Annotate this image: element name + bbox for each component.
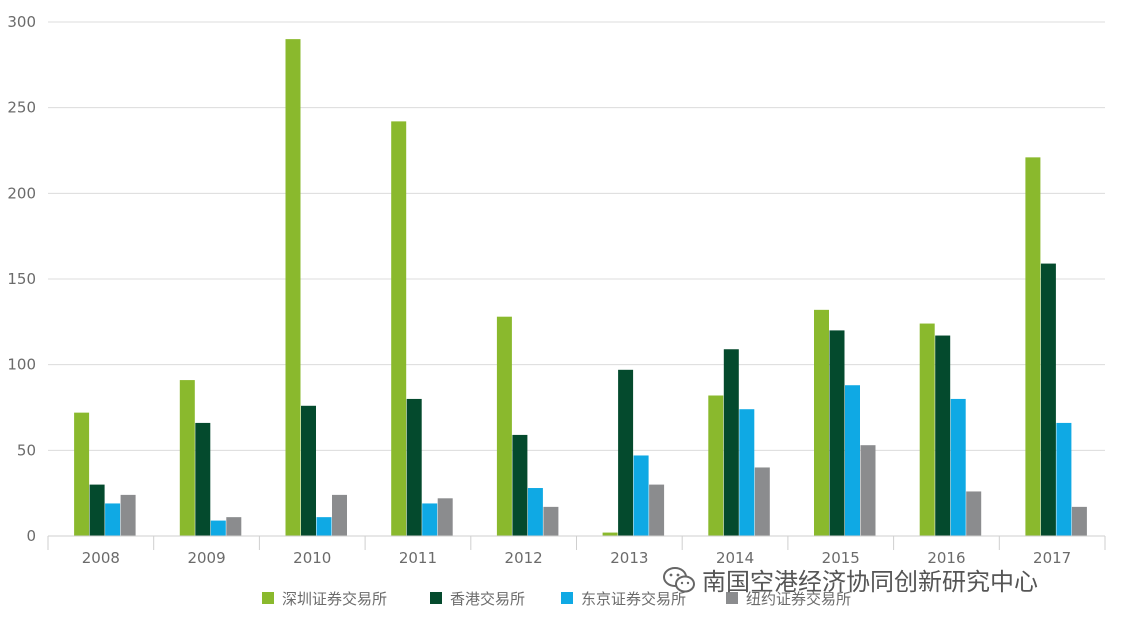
bar bbox=[316, 517, 332, 536]
bar bbox=[814, 309, 829, 536]
bars bbox=[74, 39, 1087, 537]
x-tick-label: 2013 bbox=[610, 549, 648, 567]
bar bbox=[406, 398, 422, 536]
x-tick-label: 2009 bbox=[187, 549, 225, 567]
bar bbox=[602, 532, 618, 536]
legend-label: 东京证券交易所 bbox=[581, 590, 686, 608]
x-tick-label: 2017 bbox=[1033, 549, 1071, 567]
bar bbox=[332, 494, 347, 536]
bar bbox=[105, 503, 121, 536]
legend: 深圳证券交易所 香港交易所 东京证券交易所 纽约证券交易所 bbox=[262, 590, 851, 608]
bar bbox=[285, 39, 301, 537]
bar bbox=[919, 323, 935, 536]
legend-label: 深圳证券交易所 bbox=[282, 590, 387, 608]
y-axis: 0 50 100 150 200 250 300 bbox=[7, 13, 36, 545]
watermark-text: 南国空港经济协同创新研究中心 bbox=[702, 568, 1038, 596]
bar bbox=[391, 121, 407, 536]
bar bbox=[210, 520, 226, 536]
bar bbox=[120, 494, 136, 536]
legend-swatch bbox=[430, 592, 442, 604]
watermark: 南国空港经济协同创新研究中心 bbox=[662, 562, 1038, 597]
legend-swatch bbox=[561, 592, 573, 604]
bar bbox=[860, 445, 876, 536]
bar bbox=[966, 491, 982, 536]
bar bbox=[708, 395, 724, 536]
bar bbox=[1040, 263, 1056, 536]
bar bbox=[437, 498, 453, 536]
bar bbox=[935, 335, 951, 536]
legend-label: 纽约证券交易所 bbox=[746, 590, 851, 608]
bar bbox=[422, 503, 438, 536]
bar bbox=[195, 422, 211, 536]
bar bbox=[829, 330, 845, 536]
bar bbox=[301, 405, 316, 536]
bar bbox=[723, 349, 739, 536]
x-tick-label: 2015 bbox=[822, 549, 860, 567]
bar bbox=[179, 380, 195, 536]
bar bbox=[74, 412, 90, 536]
x-tick-label: 2008 bbox=[82, 549, 120, 567]
bar bbox=[89, 484, 105, 536]
bar bbox=[618, 369, 634, 536]
bar bbox=[845, 385, 860, 536]
bar bbox=[1025, 157, 1041, 536]
bar bbox=[512, 434, 528, 536]
bar bbox=[543, 506, 559, 536]
y-tick-label: 100 bbox=[7, 356, 36, 374]
y-tick-label: 200 bbox=[7, 184, 36, 202]
y-tick-label: 300 bbox=[7, 13, 36, 31]
bar bbox=[739, 409, 755, 536]
legend-swatch bbox=[726, 592, 738, 604]
legend-label: 香港交易所 bbox=[450, 590, 525, 608]
y-tick-label: 0 bbox=[26, 527, 36, 545]
legend-swatch bbox=[262, 592, 274, 604]
bar bbox=[754, 467, 770, 536]
bar bbox=[649, 484, 665, 536]
x-axis: 2008 2009 2010 2011 2012 2013 2014 2015 2016 2017 bbox=[47, 535, 1106, 567]
y-tick-label: 50 bbox=[17, 441, 36, 459]
bar bbox=[1071, 506, 1087, 536]
y-tick-label: 150 bbox=[7, 270, 36, 288]
wechat-icon bbox=[663, 566, 695, 592]
bar bbox=[496, 316, 512, 536]
x-tick-label: 2010 bbox=[293, 549, 331, 567]
bar bbox=[1056, 422, 1072, 536]
bar bbox=[633, 455, 649, 536]
x-tick-label: 2012 bbox=[505, 549, 543, 567]
y-tick-label: 250 bbox=[7, 99, 36, 117]
bar bbox=[527, 488, 543, 536]
x-tick-label: 2016 bbox=[927, 549, 965, 567]
x-tick-label: 2011 bbox=[399, 549, 437, 567]
bar bbox=[950, 398, 966, 536]
x-tick-label: 2014 bbox=[716, 549, 754, 567]
bar bbox=[226, 517, 242, 536]
